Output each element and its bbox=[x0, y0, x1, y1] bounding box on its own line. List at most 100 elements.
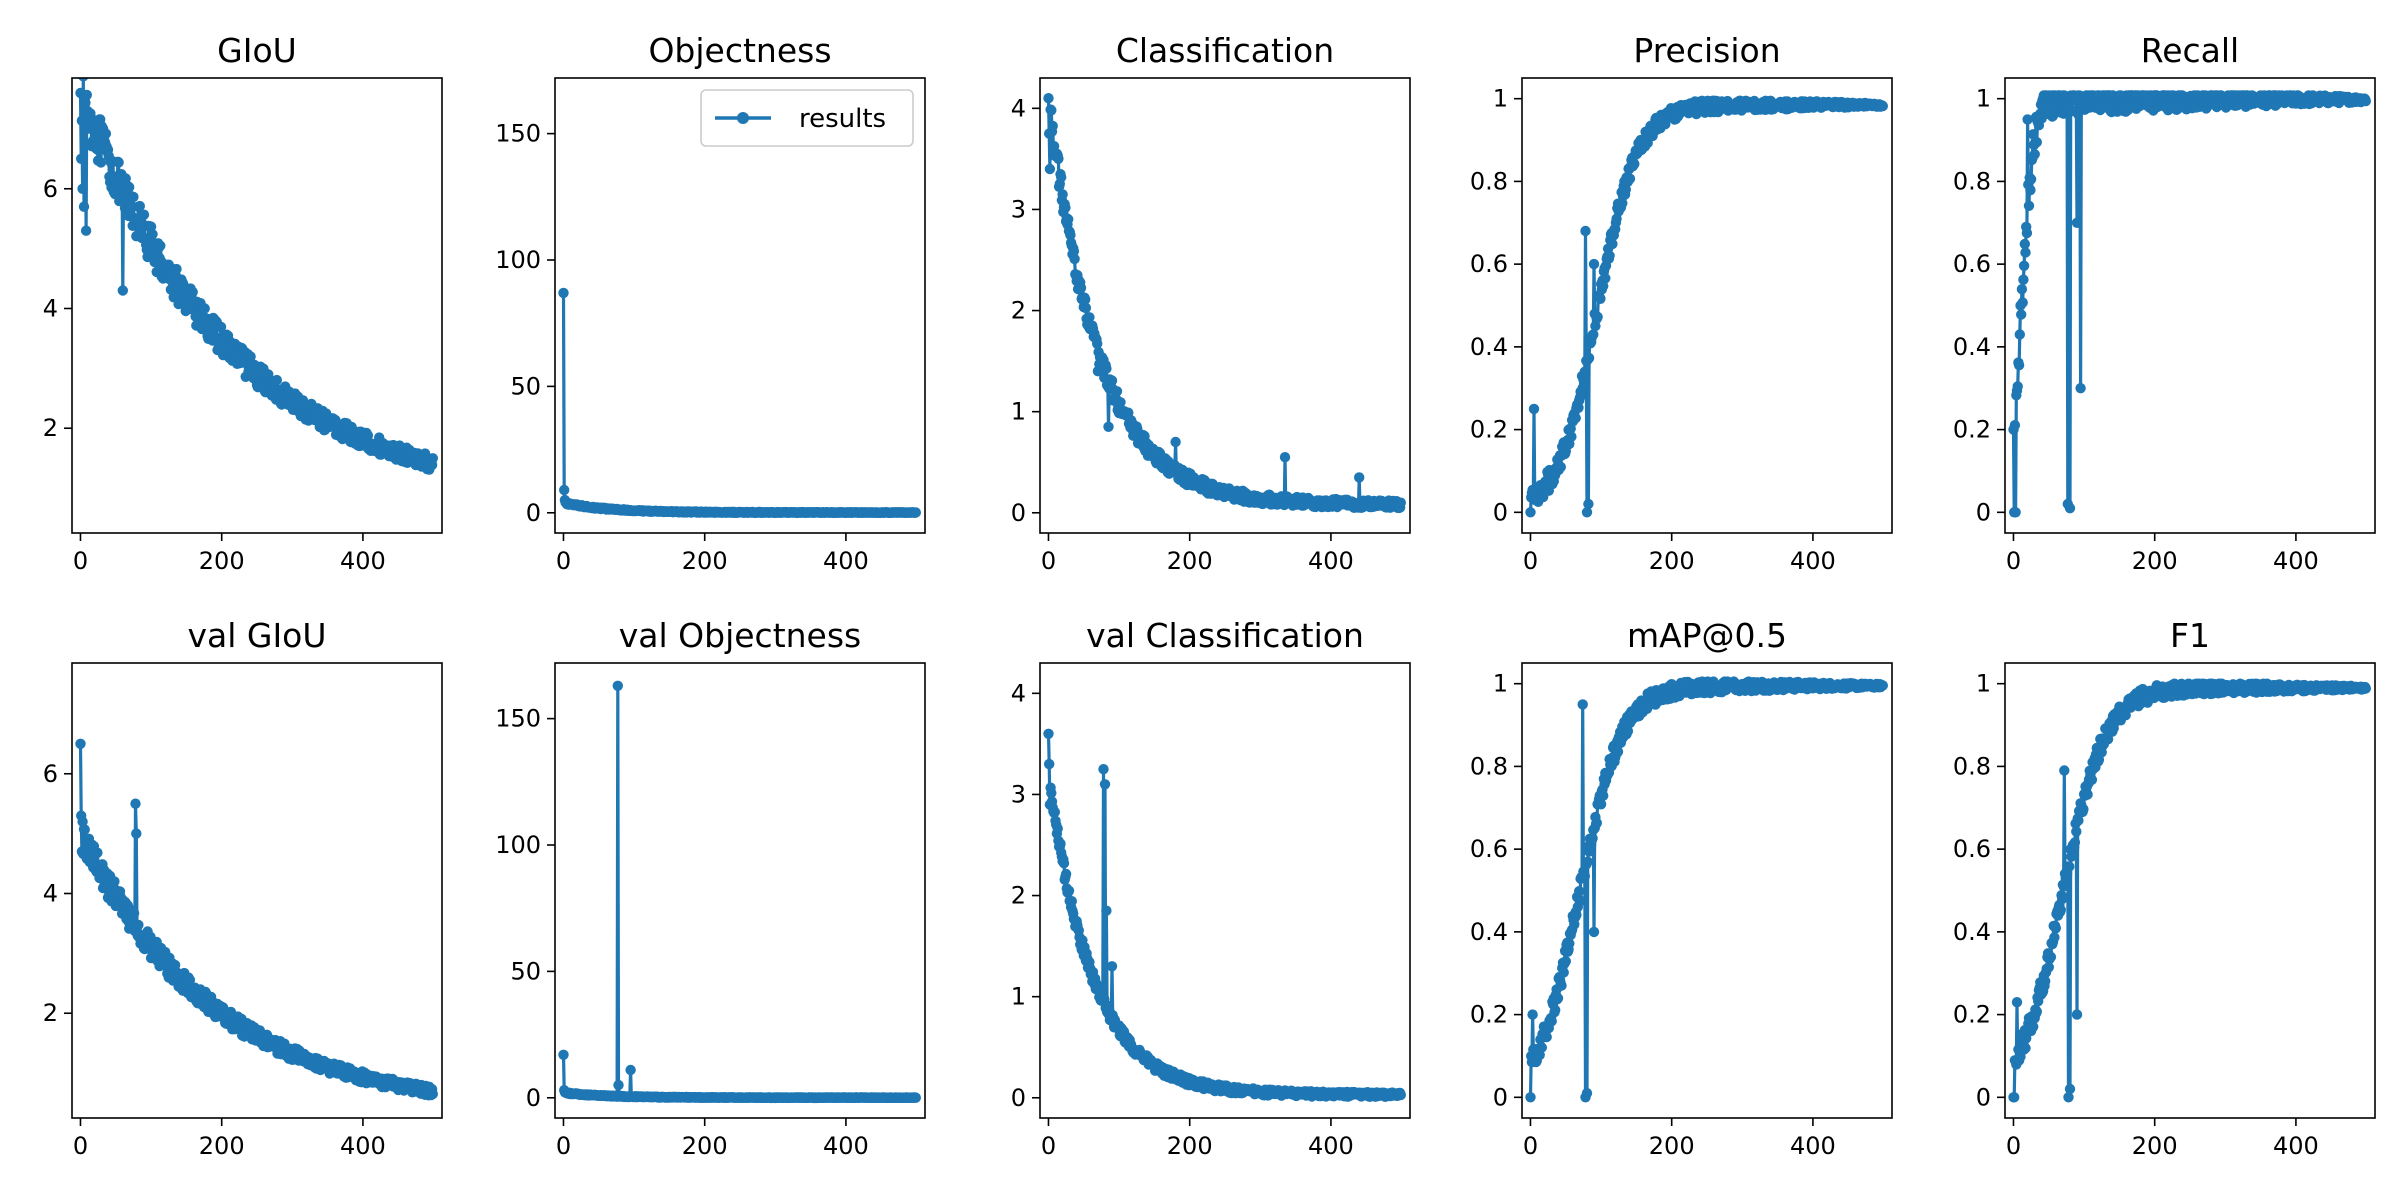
series-giou bbox=[75, 78, 438, 475]
data-point bbox=[1588, 258, 1600, 270]
axes-frame bbox=[1521, 662, 1893, 1119]
x-tick-label: 200 bbox=[199, 1132, 245, 1160]
y-tick-label: 2 bbox=[43, 414, 58, 442]
data-point bbox=[109, 876, 120, 887]
data-point bbox=[910, 1092, 921, 1103]
data-point bbox=[1587, 833, 1598, 844]
data-point bbox=[1595, 293, 1606, 304]
y-tick-label: 4 bbox=[1011, 94, 1026, 122]
y-tick-label: 4 bbox=[43, 879, 58, 907]
data-point bbox=[1060, 868, 1072, 880]
legend-box bbox=[700, 89, 914, 147]
data-point bbox=[1046, 105, 1057, 116]
x-tick-label: 200 bbox=[682, 1132, 728, 1160]
data-point bbox=[1049, 806, 1061, 818]
data-point bbox=[1624, 173, 1636, 184]
data-point bbox=[80, 97, 91, 109]
x-tick-label: 200 bbox=[682, 547, 728, 575]
y-tick-label: 0.8 bbox=[1470, 752, 1508, 780]
data-point bbox=[1047, 120, 1058, 132]
y-tick-label: 50 bbox=[510, 372, 541, 400]
y-tick-label: 150 bbox=[495, 120, 541, 148]
data-point bbox=[130, 798, 141, 809]
data-point bbox=[1065, 229, 1076, 241]
y-tick-label: 1 bbox=[1493, 670, 1508, 698]
subplot-title: val GIoU bbox=[187, 616, 326, 655]
subplot-title: Objectness bbox=[648, 31, 831, 70]
data-point bbox=[1106, 375, 1118, 386]
data-point bbox=[2029, 149, 2040, 160]
axes-frame bbox=[1039, 77, 1411, 534]
data-point bbox=[1574, 886, 1585, 897]
data-point bbox=[1574, 896, 1586, 907]
subplot-title: Recall bbox=[2141, 31, 2239, 70]
data-point bbox=[1578, 378, 1590, 390]
y-tick-label: 4 bbox=[43, 294, 58, 322]
y-tick-label: 2 bbox=[1011, 297, 1026, 325]
data-point bbox=[1066, 896, 1078, 907]
data-point bbox=[613, 1079, 624, 1091]
data-point bbox=[1556, 980, 1567, 991]
series-map05 bbox=[1525, 676, 1889, 1103]
data-point bbox=[117, 285, 128, 296]
axes-frame bbox=[1039, 662, 1411, 1119]
data-point bbox=[1528, 403, 1540, 415]
y-tick-label: 150 bbox=[495, 705, 541, 733]
data-point bbox=[1600, 273, 1611, 284]
subplot-title: val Classification bbox=[1086, 616, 1364, 655]
data-point bbox=[1583, 498, 1594, 510]
data-point bbox=[427, 1088, 438, 1100]
x-tick-label: 0 bbox=[1523, 1132, 1538, 1160]
y-tick-label: 0.6 bbox=[1470, 835, 1508, 863]
legend: results bbox=[700, 89, 914, 147]
data-point bbox=[1395, 1089, 1407, 1101]
data-point bbox=[1354, 472, 1365, 483]
data-point bbox=[1546, 1016, 1557, 1027]
data-point bbox=[2016, 309, 2027, 320]
data-point bbox=[1527, 1009, 1538, 1020]
data-point bbox=[1093, 981, 1104, 992]
data-point bbox=[1170, 436, 1181, 448]
data-point bbox=[1279, 452, 1291, 463]
data-point bbox=[1570, 412, 1581, 424]
data-point bbox=[1588, 926, 1600, 938]
data-point bbox=[2010, 507, 2021, 518]
y-tick-label: 0 bbox=[1493, 1083, 1508, 1111]
data-point bbox=[147, 229, 158, 240]
data-point bbox=[2017, 297, 2028, 308]
y-tick-label: 3 bbox=[1011, 780, 1026, 808]
y-tick-label: 0.4 bbox=[1953, 333, 1991, 361]
data-point bbox=[2078, 804, 2089, 815]
x-tick-label: 0 bbox=[556, 547, 571, 575]
data-point bbox=[155, 240, 166, 251]
data-point bbox=[1558, 967, 1569, 978]
data-point bbox=[1560, 956, 1572, 967]
data-point bbox=[1577, 699, 1588, 710]
data-point bbox=[2014, 329, 2026, 340]
y-tick-label: 6 bbox=[43, 175, 58, 203]
x-tick-label: 0 bbox=[1041, 1132, 1056, 1160]
data-point bbox=[1581, 1088, 1593, 1099]
data-point bbox=[75, 738, 86, 749]
data-point bbox=[1525, 1092, 1536, 1103]
data-point bbox=[2028, 129, 2039, 140]
data-point bbox=[134, 200, 145, 212]
data-point bbox=[2022, 114, 2033, 125]
axes-frame bbox=[1521, 77, 1893, 534]
y-tick-label: 0.4 bbox=[1470, 918, 1508, 946]
data-point bbox=[362, 430, 374, 441]
x-tick-label: 0 bbox=[1523, 547, 1538, 575]
data-point bbox=[2069, 837, 2081, 848]
data-point bbox=[2018, 274, 2029, 285]
data-point bbox=[1063, 214, 1074, 225]
series-objectness bbox=[558, 287, 921, 518]
axes-frame bbox=[71, 662, 443, 1119]
data-point bbox=[1055, 838, 1066, 849]
data-point bbox=[215, 321, 227, 333]
data-point bbox=[128, 191, 139, 203]
y-tick-label: 1 bbox=[1493, 85, 1508, 113]
y-tick-label: 0.8 bbox=[1470, 167, 1508, 195]
